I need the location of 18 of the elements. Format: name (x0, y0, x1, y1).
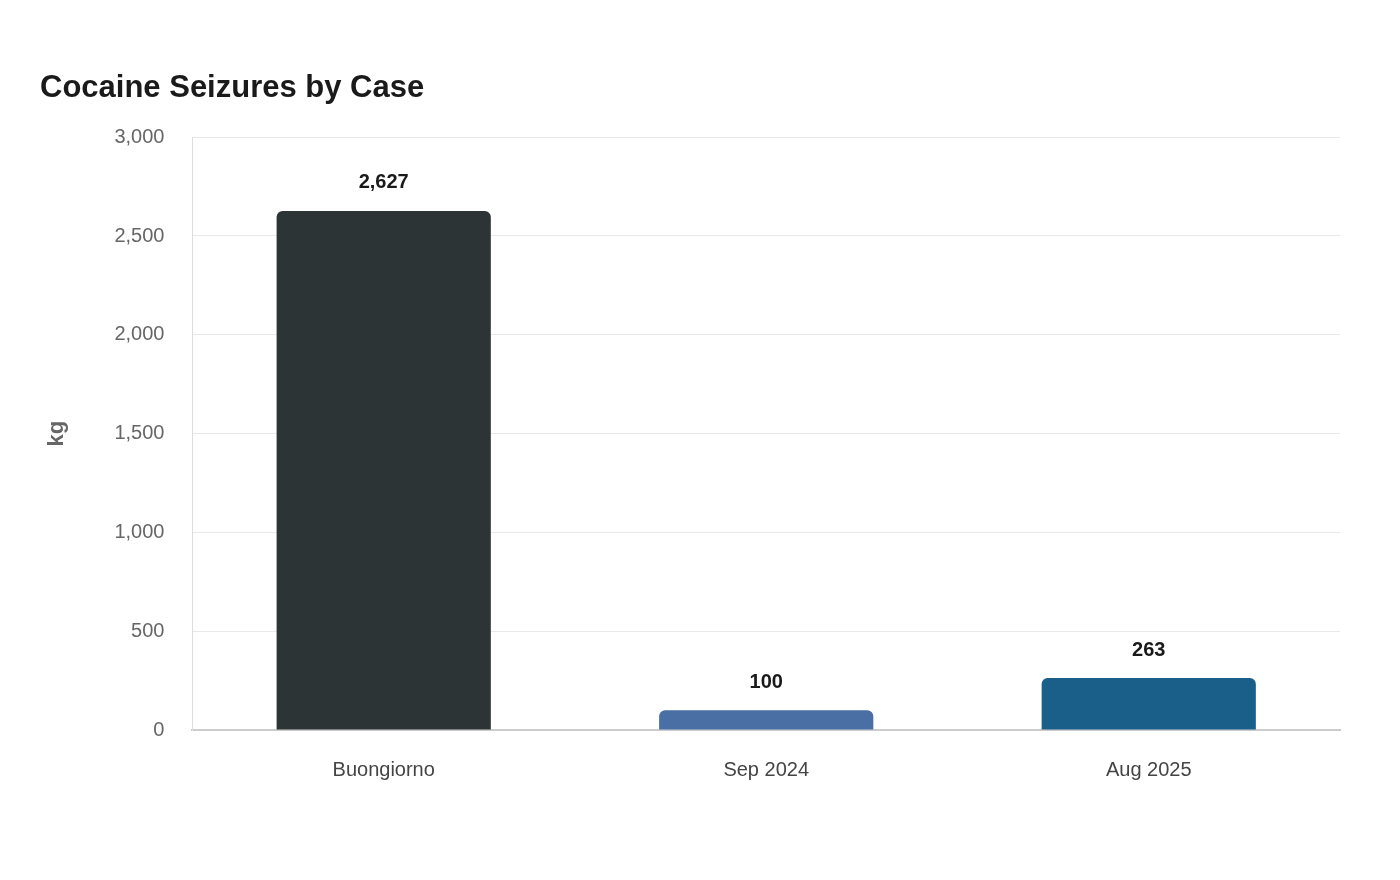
y-tick-label: 1,500 (114, 421, 165, 444)
y-tick-label: 0 (153, 717, 165, 740)
y-axis-title: kg (43, 420, 69, 447)
data-label: 100 (749, 669, 783, 692)
x-tick-label: Sep 2024 (723, 757, 810, 780)
bar (1041, 678, 1256, 730)
y-tick-label: 2,000 (114, 322, 165, 345)
x-tick-label: Aug 2025 (1105, 757, 1192, 780)
y-tick-label: 1,000 (114, 519, 165, 542)
x-tick-label: Buongiorno (332, 757, 435, 780)
data-label: 2,627 (358, 170, 409, 193)
data-label: 263 (1132, 637, 1166, 660)
y-tick-label: 2,500 (114, 223, 165, 246)
y-tick-label: 3,000 (114, 124, 165, 147)
chart-title: Cocaine Seizures by Case (40, 69, 425, 105)
y-tick-label: 500 (131, 618, 165, 641)
bar (276, 210, 491, 730)
bar (659, 710, 874, 730)
